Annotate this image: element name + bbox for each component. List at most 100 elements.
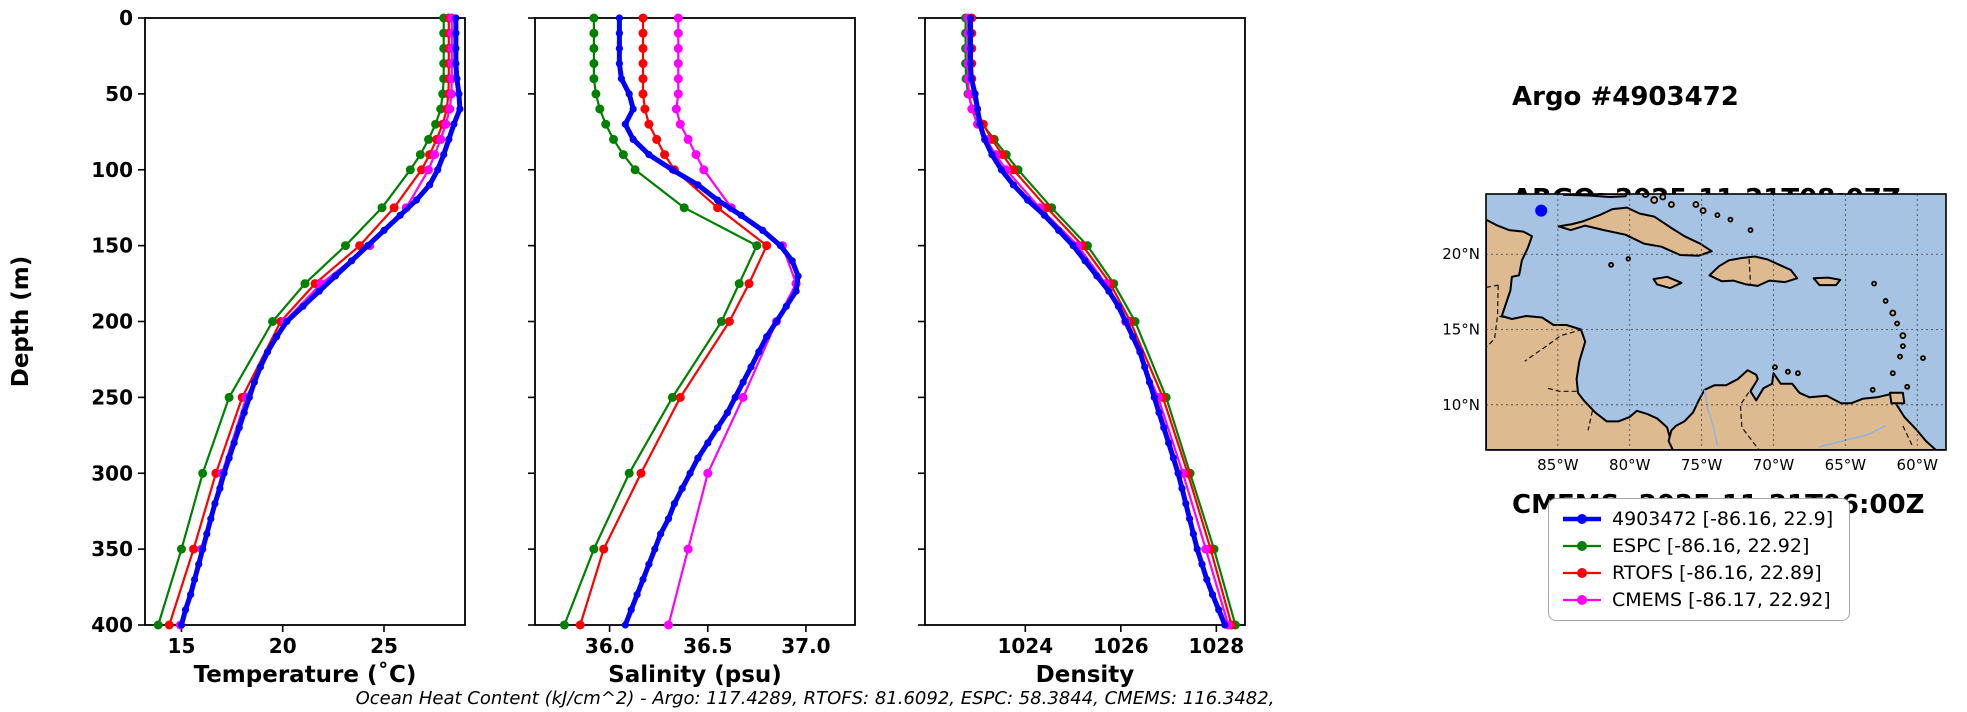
data-point <box>453 75 461 83</box>
data-point <box>971 90 979 98</box>
data-point <box>589 74 599 84</box>
data-point <box>589 28 599 38</box>
data-point <box>589 43 599 53</box>
data-point <box>1215 606 1223 614</box>
data-point <box>997 150 1007 160</box>
argo-position-dot <box>1535 204 1548 217</box>
island <box>1897 353 1903 360</box>
legend-swatch-espc <box>1563 541 1601 551</box>
data-point <box>967 104 977 114</box>
data-point <box>966 14 975 22</box>
data-point <box>256 363 264 371</box>
data-point <box>694 454 702 462</box>
data-point <box>699 165 709 175</box>
data-point <box>181 606 190 614</box>
data-point <box>191 575 199 584</box>
land-polygon <box>1486 218 1674 450</box>
island <box>1869 386 1876 393</box>
legend-item-cmems: CMEMS [-86.17, 22.92] <box>1561 589 1833 611</box>
data-point <box>629 135 637 143</box>
data-point <box>559 620 569 630</box>
data-point <box>177 621 186 629</box>
data-point <box>651 545 659 553</box>
data-point <box>759 226 767 234</box>
data-point <box>625 90 633 98</box>
data-point <box>348 257 356 265</box>
data-point <box>1160 424 1168 432</box>
data-point <box>283 317 291 326</box>
data-point <box>624 468 634 478</box>
data-point <box>1042 203 1052 213</box>
data-point <box>412 196 420 204</box>
data-point <box>671 104 681 114</box>
legend-swatch-cmems <box>1563 595 1601 605</box>
data-point <box>686 469 694 477</box>
plot-area <box>144 17 466 626</box>
data-point <box>615 29 624 37</box>
island <box>1608 261 1615 268</box>
data-point <box>668 166 677 174</box>
data-point <box>405 165 415 175</box>
y-tick-label: 0 <box>119 6 133 30</box>
data-point <box>683 134 693 144</box>
longitude-label: 65°W <box>1825 456 1867 474</box>
data-point <box>673 74 683 84</box>
map-frame <box>1485 193 1947 451</box>
data-point <box>638 89 648 99</box>
x-tick-label: 1028 <box>1189 634 1245 658</box>
data-point <box>445 135 453 143</box>
data-point <box>645 151 653 159</box>
y-tick-label: 150 <box>91 234 133 258</box>
island <box>1899 332 1907 340</box>
data-point <box>615 59 624 68</box>
data-point <box>341 241 350 251</box>
data-point <box>220 469 228 477</box>
data-point <box>452 14 460 22</box>
country-border <box>1739 378 1760 450</box>
data-point <box>652 134 662 144</box>
data-point <box>452 44 460 53</box>
x-tick-label: 36.5 <box>683 634 732 658</box>
data-point <box>621 621 629 629</box>
country-border <box>1486 315 1513 349</box>
x-tick-label: 20 <box>269 634 297 658</box>
data-point <box>638 28 648 38</box>
legend: 4903472 [-86.16, 22.9] ESPC [-86.16, 22.… <box>1548 498 1851 621</box>
longitude-label: 85°W <box>1537 456 1579 474</box>
island <box>1889 370 1896 377</box>
data-point <box>446 89 456 99</box>
data-point <box>315 287 323 295</box>
data-point <box>415 150 425 160</box>
legend-item-rtofs: RTOFS [-86.16, 22.89] <box>1561 562 1833 584</box>
data-point <box>216 484 224 492</box>
data-point <box>300 279 310 289</box>
land-polygon <box>1888 391 1906 405</box>
data-point <box>755 348 763 356</box>
x-tick-label: 1026 <box>1093 634 1149 658</box>
data-point <box>1055 226 1063 234</box>
data-point <box>203 530 211 538</box>
data-point <box>673 89 683 99</box>
data-point <box>1165 439 1173 447</box>
data-point <box>657 530 665 538</box>
data-point <box>673 59 683 68</box>
data-point <box>424 165 433 175</box>
y-tick-label: 250 <box>91 385 133 409</box>
land-polygon <box>1557 206 1713 257</box>
data-point <box>1141 363 1149 371</box>
data-point <box>589 544 599 554</box>
data-point <box>1201 544 1211 554</box>
data-point <box>450 120 458 128</box>
data-point <box>772 317 781 326</box>
data-point <box>575 620 585 630</box>
island <box>1904 383 1911 390</box>
island <box>1714 212 1721 219</box>
location-map: 85°W 80°W 75°W 70°W 65°W 60°W 20°N 15°N 10°N <box>1442 193 1947 474</box>
latitude-label: 20°N <box>1442 245 1480 263</box>
data-point <box>694 181 702 189</box>
data-point <box>1174 469 1182 477</box>
island <box>1899 343 1906 350</box>
data-point <box>364 242 372 250</box>
land-polygon <box>1708 255 1799 287</box>
